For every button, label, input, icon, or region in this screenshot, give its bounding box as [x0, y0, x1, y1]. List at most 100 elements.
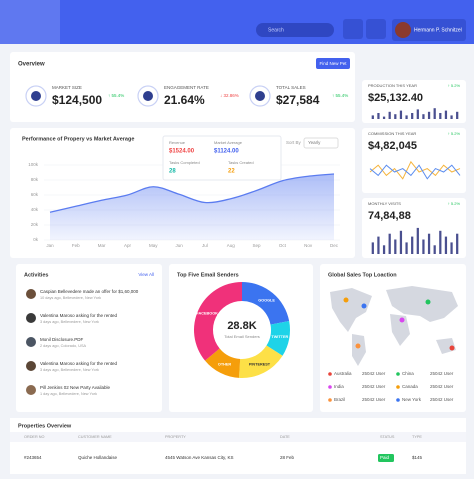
button-label: Find New Pet	[319, 61, 347, 66]
section-title: Overview	[18, 62, 45, 68]
segment-label: PINTEREST	[249, 362, 271, 366]
card-title: Performance of Propery vs Market Average	[22, 136, 134, 142]
avatar	[26, 289, 36, 299]
stat-label: TOTAL SALES	[276, 85, 306, 90]
activity-sub: 3 days ago, Bellevedere, New York	[40, 320, 99, 324]
spark-bar	[405, 242, 408, 254]
card-label: PRODUCTION THIS YEAR	[368, 83, 417, 88]
segment-label: FACEBOOK	[196, 312, 218, 316]
x-tick-label: Nov	[304, 243, 313, 248]
donut-segment	[266, 321, 290, 356]
card-value: $25,132.40	[368, 92, 423, 104]
activity-text: Pill Jenkins 02 New Party Available	[40, 385, 110, 390]
table-cell: 28 Feb	[280, 455, 295, 460]
activity-text: Valentina Maroso asking for the rented	[40, 361, 117, 366]
tooltip-value: $1524.00	[169, 149, 195, 155]
x-tick-label: Mar	[98, 243, 106, 248]
card-title: Global Sales Top Loaction	[328, 272, 397, 278]
user-name: Hermann P. Schnitzel	[414, 27, 462, 33]
column-header: STATUS	[380, 435, 395, 439]
spark-bar	[456, 111, 459, 119]
spark-bar	[433, 245, 436, 254]
spark-bar	[405, 115, 408, 119]
stat-icon-inner	[143, 91, 153, 101]
spark-bar	[411, 236, 414, 254]
column-header: TYPE	[412, 435, 422, 439]
spark-bar	[399, 110, 403, 119]
segment-label: OTHER	[218, 362, 232, 366]
legend-dot	[328, 372, 332, 376]
spark-bar	[433, 108, 436, 119]
user-menu[interactable]	[392, 19, 466, 41]
search-placeholder: Search	[268, 27, 284, 33]
donut-segment	[193, 282, 242, 361]
map-pin	[361, 303, 367, 309]
activity-text: Monil Disclosure.PDF	[40, 337, 84, 342]
stat-value: $124,500	[52, 93, 102, 107]
card-value: 74,84,88	[368, 210, 411, 222]
search-box[interactable]	[256, 23, 334, 37]
side-card	[362, 128, 466, 193]
legend-dot	[328, 398, 332, 402]
spark-bar	[439, 113, 442, 119]
donut-segment	[238, 345, 283, 378]
tooltip-label: Revenue	[169, 140, 186, 145]
world-map	[330, 286, 458, 366]
map-pin	[399, 317, 405, 323]
legend-dot	[396, 385, 400, 389]
spark-bar	[411, 113, 414, 119]
donut-segment	[242, 282, 290, 325]
column-header: DATE	[280, 435, 290, 439]
sort-select[interactable]	[303, 137, 339, 149]
map-land	[390, 314, 410, 346]
legend-name: Brazil	[334, 397, 345, 402]
x-tick-label: Oct	[279, 243, 287, 248]
tooltip-label: Tasks Created	[228, 160, 254, 165]
segment-label: TWITTER	[271, 335, 288, 339]
legend-name: China	[402, 371, 414, 376]
tooltip-label: Market Average	[214, 140, 243, 145]
tooltip-value: 28	[169, 169, 176, 175]
y-tick-label: 80k	[31, 177, 39, 182]
spark-bar	[388, 233, 391, 254]
column-header: CUSTOMER NAME	[78, 435, 112, 439]
spark-bar	[382, 245, 386, 254]
legend-value: 25042 User	[430, 371, 454, 376]
link[interactable]: View All	[138, 272, 154, 277]
map-card	[320, 264, 466, 412]
sort-value: Yearly	[308, 140, 321, 145]
x-tick-label: Jun	[175, 243, 183, 248]
column-header: PROPERTY	[165, 435, 186, 439]
y-tick-label: 20k	[31, 222, 39, 227]
button[interactable]	[316, 58, 350, 69]
activity-sub: 10 days ago, Bellevedere, New York	[40, 296, 101, 300]
icon-button[interactable]	[366, 19, 386, 39]
stat-icon-inner	[255, 91, 265, 101]
map-pin	[425, 299, 431, 305]
map-land	[386, 286, 458, 322]
y-tick-label: 60k	[31, 192, 39, 197]
legend-value: 25042 User	[430, 384, 454, 389]
x-tick-label: Feb	[72, 243, 80, 248]
table-cell: $145	[412, 455, 423, 460]
x-tick-label: Jul	[202, 243, 208, 248]
stat-icon	[25, 85, 47, 107]
activity-sub: 2 days ago, Colorado, USA	[40, 344, 86, 348]
icon-button[interactable]	[343, 19, 363, 39]
card-label: MONTHLY VISITS	[368, 201, 401, 206]
card-title: Properties Overview	[18, 423, 72, 429]
spark-line	[369, 164, 461, 180]
tooltip	[162, 135, 282, 181]
legend-value: 25042 User	[430, 397, 454, 402]
legend-value: 25042 User	[362, 397, 386, 402]
stat-change: ↑ 55.4%	[108, 93, 124, 98]
card-title: Activities	[24, 272, 48, 278]
stat-value: $27,584	[276, 93, 320, 107]
spark-bar	[382, 116, 386, 119]
activities-card	[16, 264, 162, 412]
spark-bar	[456, 233, 459, 254]
stat-change: ↓ 32.86%	[220, 93, 239, 98]
avatar	[26, 313, 36, 323]
legend-dot	[328, 385, 332, 389]
x-tick-label: Aug	[227, 243, 236, 248]
